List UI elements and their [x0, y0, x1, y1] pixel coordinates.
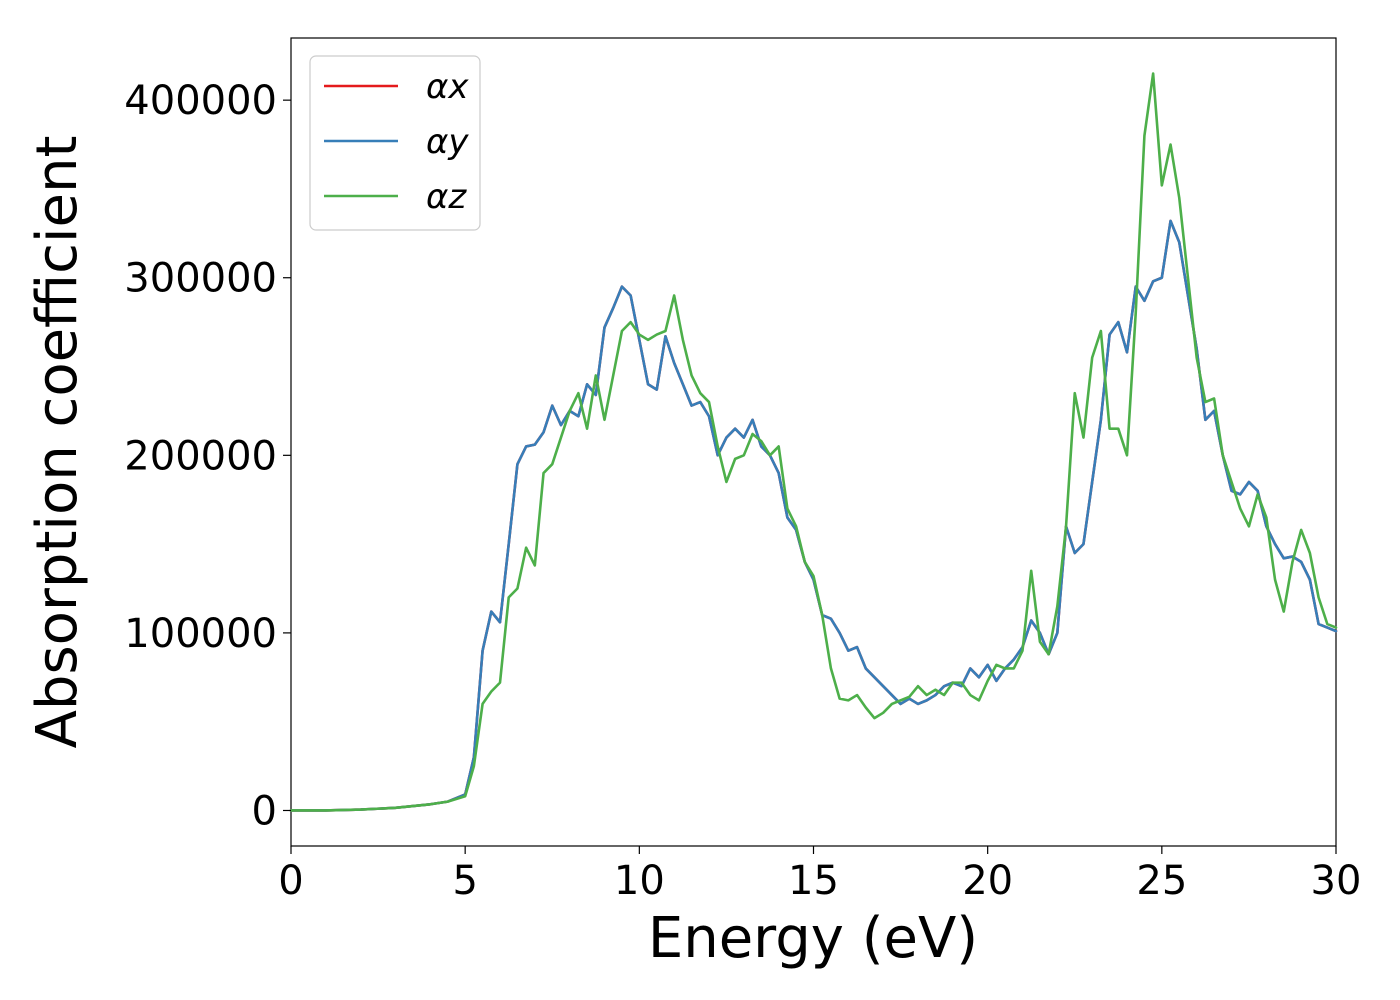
y-tick-label: 100000 [124, 611, 277, 657]
legend-label-alpha-z: αz [426, 177, 467, 217]
legend-label-alpha-x: αx [426, 67, 469, 107]
x-tick-label: 10 [614, 858, 665, 904]
x-tick-label: 30 [1311, 858, 1362, 904]
x-tick-label: 15 [788, 858, 839, 904]
x-axis-label: Energy (eV) [648, 906, 978, 971]
y-axis-ticks: 0 100000 200000 300000 400000 [124, 78, 291, 834]
y-tick-label: 0 [252, 788, 277, 834]
legend-label-alpha-y: αy [426, 122, 469, 162]
legend: αx αy αz [309, 55, 481, 231]
x-tick-label: 0 [278, 858, 303, 904]
y-axis-label: Absorption coefficient [25, 136, 90, 749]
y-tick-label: 300000 [124, 256, 277, 302]
x-axis-ticks: 0 5 10 15 20 25 30 [278, 846, 1361, 904]
y-tick-label: 200000 [124, 433, 277, 479]
series-alpha-z-line [289, 72, 1338, 812]
x-tick-label: 20 [962, 858, 1013, 904]
legend-box [309, 55, 481, 231]
x-tick-label: 25 [1136, 858, 1187, 904]
x-tick-label: 5 [452, 858, 477, 904]
series-layer [289, 72, 1338, 812]
y-tick-label: 400000 [124, 78, 277, 124]
